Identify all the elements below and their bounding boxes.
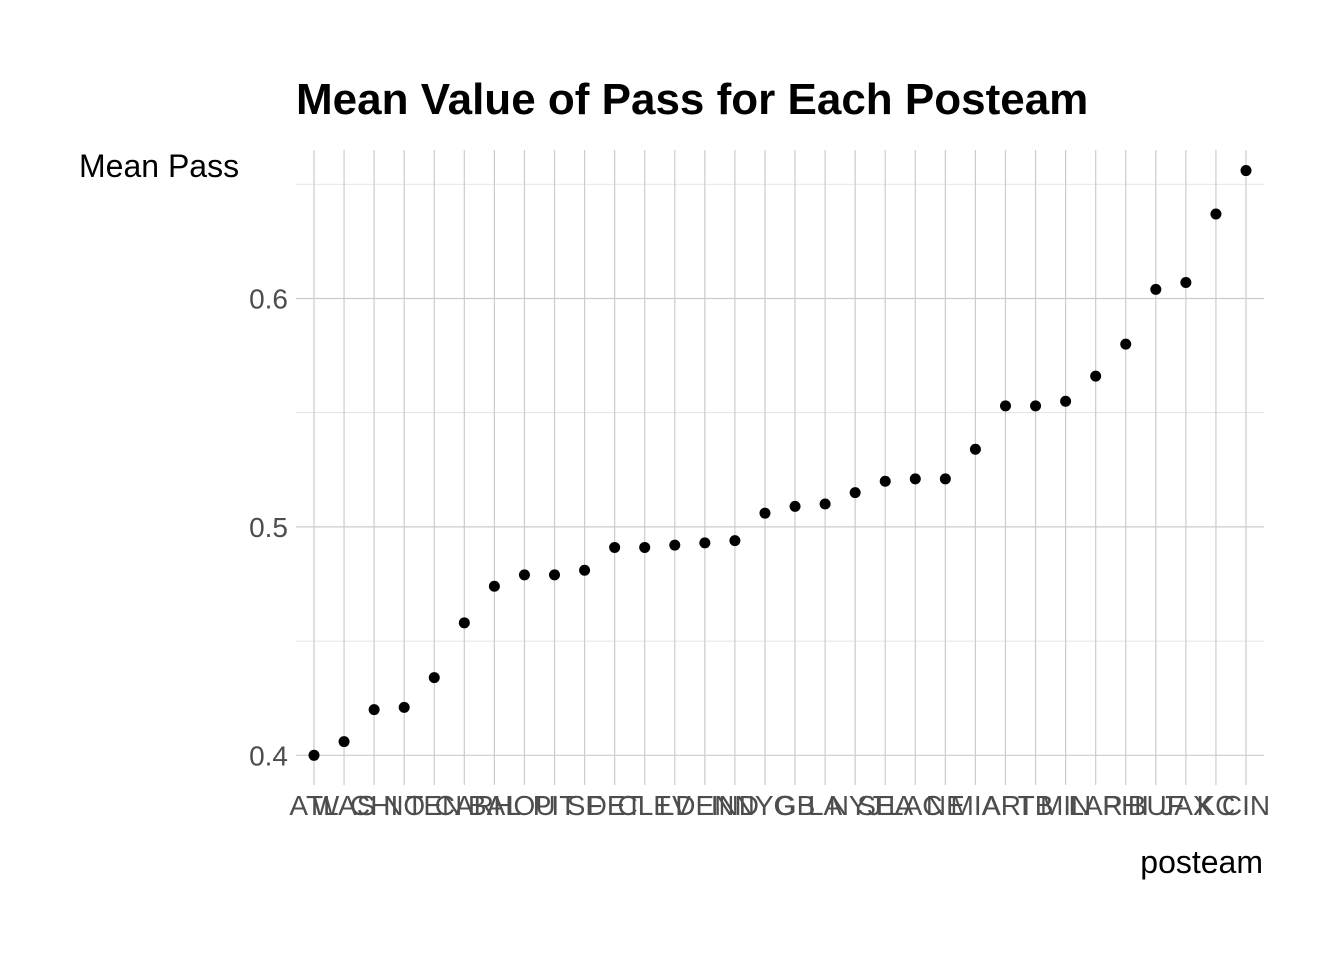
x-tick-label: LAC <box>888 790 942 821</box>
x-tick-label: ATL <box>289 790 338 821</box>
x-tick-label: LV <box>659 790 691 821</box>
x-tick-label: TEN <box>406 790 462 821</box>
data-point <box>308 749 320 761</box>
data-point <box>398 701 410 713</box>
data-point <box>1090 370 1102 382</box>
x-tick-label: LAR <box>1068 790 1122 821</box>
data-point <box>368 704 380 716</box>
x-tick-label: NO <box>383 790 425 821</box>
data-point <box>939 473 951 485</box>
data-point <box>518 569 530 581</box>
x-tick-label: PHI <box>1102 790 1149 821</box>
x-tick-label: CIN <box>1222 790 1270 821</box>
data-point <box>759 507 771 519</box>
data-point <box>639 541 651 553</box>
data-point <box>1060 395 1072 407</box>
x-tick-label: DEN <box>675 790 734 821</box>
x-tick-label: IND <box>711 790 759 821</box>
data-point <box>1030 400 1042 412</box>
x-tick-label: GB <box>775 790 815 821</box>
x-tick-label: NYJ <box>829 790 882 821</box>
x-tick-label: SF <box>567 790 603 821</box>
data-point <box>909 473 921 485</box>
x-tick-label: DET <box>587 790 643 821</box>
x-tick-label: CLE <box>617 790 671 821</box>
data-point <box>669 539 681 551</box>
data-point <box>1240 165 1252 177</box>
data-point <box>338 736 350 748</box>
x-tick-label: LA <box>808 790 843 821</box>
data-point <box>699 537 711 549</box>
data-point <box>488 580 500 592</box>
data-point <box>1180 276 1192 288</box>
x-axis-ticks: ATLWASCHINOTENCARBALHOUPITSFDETCLELVDENI… <box>289 790 1270 821</box>
x-tick-label: WAS <box>313 790 376 821</box>
x-tick-label: KC <box>1196 790 1235 821</box>
data-point <box>879 475 891 487</box>
x-tick-label: HOU <box>493 790 555 821</box>
data-point <box>1150 283 1162 295</box>
grid <box>296 150 1264 785</box>
x-tick-label: CAR <box>435 790 494 821</box>
data-point <box>789 500 801 512</box>
y-tick-label: 0.4 <box>249 740 288 771</box>
data-points <box>308 165 1252 761</box>
x-tick-label: MIA <box>951 790 1001 821</box>
x-tick-label: BAL <box>468 790 521 821</box>
data-point <box>849 487 861 499</box>
x-tick-label: CHI <box>350 790 398 821</box>
x-tick-label: MIN <box>1040 790 1091 821</box>
x-tick-label: TB <box>1018 790 1054 821</box>
x-tick-label: SEA <box>857 790 913 821</box>
data-point <box>969 443 981 455</box>
data-point <box>1210 208 1222 220</box>
x-tick-label: BUF <box>1128 790 1184 821</box>
data-point <box>428 672 440 684</box>
data-point <box>609 541 621 553</box>
data-point <box>549 569 561 581</box>
y-axis-ticks: 0.4 0.5 0.6 <box>249 283 288 771</box>
y-tick-label: 0.5 <box>249 512 288 543</box>
x-axis-label: posteam <box>1140 844 1263 880</box>
data-point <box>1120 338 1132 350</box>
x-tick-label: NYG <box>735 790 796 821</box>
y-axis-label: Mean Pass <box>79 148 239 184</box>
y-tick-label: 0.6 <box>249 283 288 314</box>
x-tick-label: JAX <box>1160 790 1212 821</box>
data-point <box>999 400 1011 412</box>
data-point <box>729 535 741 547</box>
x-tick-label: NE <box>926 790 965 821</box>
x-tick-label: ARI <box>982 790 1029 821</box>
data-point <box>458 617 470 629</box>
data-point <box>819 498 831 510</box>
chart-title: Mean Value of Pass for Each Posteam <box>296 75 1088 124</box>
data-point <box>579 564 591 576</box>
x-tick-label: PIT <box>533 790 577 821</box>
